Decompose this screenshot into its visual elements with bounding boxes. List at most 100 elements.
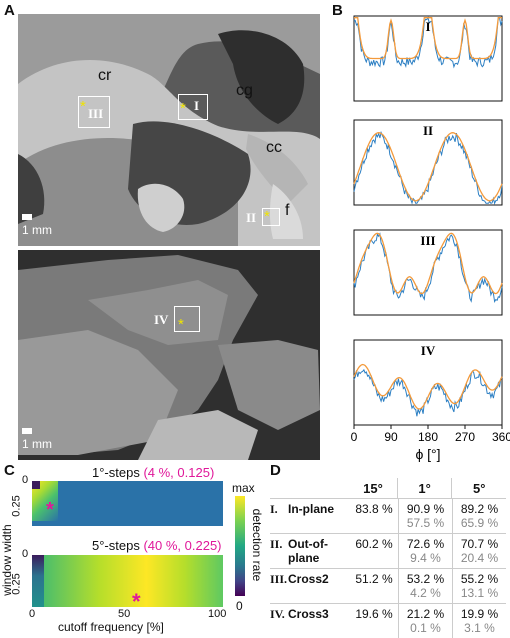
colorbar-label: detection rate — [250, 508, 264, 582]
heatmap-2-ytick-0: 0 — [22, 548, 29, 560]
cell-5deg: 89.2 % 65.9 % — [452, 499, 506, 533]
scale-label-2: 1 mm — [22, 437, 52, 451]
roi-box-ii — [262, 208, 280, 226]
table-row: IV. Cross3 19.6 % 21.2 % 0.1 % 19.9 % 3.1 % — [270, 603, 506, 638]
heatmap-2-ytick-025: 0.25 — [10, 573, 23, 595]
colorbar-max-label: max — [232, 481, 255, 495]
table-header-5: 5° — [451, 478, 506, 498]
heatmap-1-ytick-0: 0 — [22, 474, 29, 486]
xtick-label-3: 270 — [455, 430, 475, 444]
cell-1deg-secondary: 9.4 % — [410, 551, 441, 565]
panel-d-label: D — [270, 462, 281, 479]
heatmap-xtick-0: 0 — [29, 608, 36, 620]
panel-c-label: C — [4, 462, 15, 479]
cell-5deg-secondary: 65.9 % — [460, 516, 499, 530]
cell-15deg-value: 83.8 % — [355, 502, 393, 516]
heatmap-1: * — [32, 481, 223, 526]
roi-label-i: I — [194, 98, 200, 113]
cell-15deg-value: 60.2 % — [355, 537, 393, 551]
cell-5deg-value: 19.9 % — [460, 607, 499, 621]
cell-1deg: 53.2 % 4.2 % — [398, 569, 452, 603]
profile-fit-4 — [353, 363, 503, 410]
heatmap-ylabel: window width — [0, 524, 14, 596]
cell-5deg-secondary: 13.1 % — [460, 586, 499, 600]
results-table: 15° 1° 5° I. In-plane 83.8 % 90.9 % 57.5 % 89… — [270, 478, 506, 638]
profile-fit-1 — [354, 17, 502, 60]
panel-b-label: B — [332, 2, 343, 19]
table-row-number: III. — [270, 572, 288, 586]
heatmap-xtick-100: 100 — [208, 608, 227, 620]
panel-a-label: A — [4, 2, 15, 19]
region-label-cc: cc — [266, 139, 282, 156]
heatmap-1-ytick-025: 0.25 — [10, 495, 23, 517]
cell-1deg-value: 72.6 % — [406, 537, 445, 551]
profile-measured-4 — [353, 368, 503, 417]
cell-15deg: 60.2 % — [350, 534, 398, 568]
profile-measured-2 — [353, 130, 503, 205]
cell-1deg: 72.6 % 9.4 % — [398, 534, 452, 568]
cell-1deg-secondary: 4.2 % — [410, 586, 441, 600]
heatmap-title-1: 1°-steps (4 %, 0.125) — [92, 465, 214, 480]
cell-5deg: 55.2 % 13.1 % — [452, 569, 506, 603]
cell-1deg: 21.2 % 0.1 % — [398, 604, 452, 638]
roi-box-iii — [78, 96, 110, 128]
table-row-number: II. — [270, 537, 283, 551]
scale-label: 1 mm — [22, 223, 52, 237]
heatmap-xlabel: cutoff frequency [%] — [58, 620, 164, 634]
profile-frame-2 — [353, 119, 503, 206]
heatmap-title-2: 5°-steps (40 %, 0.225) — [92, 538, 222, 553]
cell-5deg-secondary: 3.1 % — [464, 621, 495, 635]
roi-label-iv: IV — [154, 312, 169, 327]
table-row: II. Out-of-plane 60.2 % 72.6 % 9.4 % 70.7 % 20… — [270, 533, 506, 568]
profile-roman-2: II — [423, 123, 433, 138]
heatmap-xtick-50: 50 — [118, 608, 131, 620]
cell-1deg-value: 90.9 % — [406, 502, 445, 516]
table-header-15: 15° — [363, 480, 383, 496]
cell-15deg-value: 51.2 % — [355, 572, 393, 586]
region-label-cr: cr — [98, 67, 112, 84]
brain-tissue-image — [18, 14, 320, 246]
cell-5deg: 70.7 % 20.4 % — [452, 534, 506, 568]
table-row-number: I. — [270, 502, 278, 516]
profile-measured-3 — [353, 232, 503, 304]
cell-15deg-value: 19.6 % — [355, 607, 393, 621]
cell-1deg-secondary: 0.1 % — [410, 621, 441, 635]
profile-roman-3: III — [420, 233, 435, 248]
region-label-f: f — [285, 202, 290, 219]
roi-star-ii: * — [264, 208, 270, 225]
roi-star-i: * — [180, 100, 186, 117]
heatmap-title-1-text: 1°-steps — [92, 465, 144, 480]
roi-label-ii: II — [246, 210, 257, 225]
heatmap-title-1-params: (4 %, 0.125) — [143, 465, 215, 480]
table-row-label: IV. Cross3 — [270, 604, 350, 638]
table-row-number: IV. — [270, 607, 285, 621]
xtick-label-2: 180 — [418, 430, 438, 444]
roi-box-i — [178, 94, 208, 120]
heatmap-2: * — [32, 555, 223, 614]
roi-label-iii: III — [88, 106, 104, 121]
heatmap-2-low-strip — [32, 555, 44, 607]
roi-star-iv: * — [178, 316, 184, 333]
roi-star-iii: * — [80, 98, 86, 115]
profile-fit-3 — [353, 232, 503, 295]
table-row: I. In-plane 83.8 % 90.9 % 57.5 % 89.2 % 65.9 % — [270, 498, 506, 533]
cell-1deg: 90.9 % 57.5 % — [398, 499, 452, 533]
micrograph-top: cr cg cc f * III * I II * 1 mm — [18, 14, 320, 246]
xtick-label-4: 360 — [492, 430, 510, 444]
cell-5deg-value: 55.2 % — [460, 572, 499, 586]
cell-15deg: 19.6 % — [350, 604, 398, 638]
table-header-1: 1° — [396, 478, 452, 498]
heatmap-2-optimum-marker: * — [132, 589, 141, 614]
cell-5deg-secondary: 20.4 % — [460, 551, 499, 565]
profiles-xlabel: ϕ [°] — [415, 446, 440, 462]
table-row-name: Cross3 — [288, 607, 329, 621]
profile-fit-2 — [353, 132, 503, 202]
colorbar-min-label: 0 — [236, 599, 243, 613]
table-header-blank — [270, 478, 349, 498]
scale-bar-2 — [22, 428, 32, 434]
profile-roman-1: I — [425, 19, 430, 34]
cell-1deg-value: 21.2 % — [406, 607, 445, 621]
profile-frame-3 — [353, 229, 503, 316]
heatmap-title-2-text: 5°-steps — [92, 538, 144, 553]
